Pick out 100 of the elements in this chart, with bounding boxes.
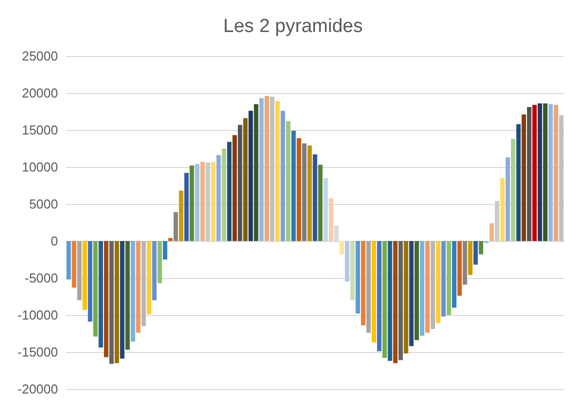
bar (291, 130, 296, 241)
bar (254, 104, 258, 241)
bar (527, 107, 532, 241)
bar (490, 223, 494, 241)
y-tick-label: -10000 (18, 308, 58, 322)
bar (398, 241, 403, 360)
bar (409, 241, 414, 346)
bar (66, 241, 71, 280)
bar (366, 241, 371, 333)
bar (543, 103, 548, 241)
bar (425, 241, 430, 333)
bar (462, 241, 468, 285)
bar (510, 138, 516, 241)
bar (441, 241, 446, 316)
y-tick-label: -5000 (24, 270, 58, 286)
bar (77, 241, 82, 300)
bar (388, 241, 392, 361)
bar (227, 142, 232, 241)
bar (340, 241, 344, 254)
bar (307, 146, 312, 241)
bar (72, 241, 76, 288)
bar (468, 241, 472, 276)
bar (270, 96, 274, 241)
bar (538, 103, 542, 241)
bar (178, 190, 184, 241)
bar (232, 135, 237, 241)
bar (344, 241, 350, 282)
bar (361, 241, 366, 326)
bar (88, 241, 92, 322)
bar (195, 164, 200, 241)
bar (130, 241, 136, 342)
bar (93, 241, 98, 336)
bar (312, 154, 318, 241)
bar (328, 198, 334, 241)
bar (259, 98, 264, 241)
bar (532, 104, 537, 241)
bar (302, 143, 306, 241)
y-tick-label: 20000 (22, 86, 58, 100)
bar (296, 138, 302, 241)
bar (446, 241, 452, 315)
bar (275, 101, 280, 241)
bar (98, 241, 103, 348)
bar (238, 124, 242, 241)
bar (506, 157, 510, 241)
bar (377, 241, 382, 352)
bar (350, 241, 355, 300)
y-tick-label: 10000 (22, 160, 58, 174)
bar (430, 241, 435, 330)
bar (82, 241, 87, 310)
bar (457, 241, 462, 296)
bar (136, 241, 140, 333)
y-tick-label: 15000 (22, 122, 58, 138)
bar (280, 110, 286, 241)
bar (393, 241, 398, 364)
bar (190, 166, 194, 241)
bar (372, 241, 376, 342)
bar (206, 162, 210, 241)
bar (420, 241, 424, 336)
bar (382, 241, 387, 358)
bar (152, 241, 157, 300)
bar (478, 241, 484, 254)
bar (222, 148, 226, 241)
y-tick-label: 0 (50, 234, 58, 248)
bar (516, 124, 521, 241)
bar (184, 172, 189, 241)
y-tick-label: -20000 (18, 382, 58, 396)
bar (473, 241, 478, 265)
bar (436, 241, 440, 324)
bar (174, 212, 178, 241)
bar (211, 162, 216, 241)
bar (200, 162, 205, 241)
bar (146, 241, 152, 314)
bar (500, 178, 505, 241)
bar (243, 118, 248, 241)
bar (452, 241, 456, 308)
bar (120, 241, 124, 359)
bar (286, 121, 290, 241)
bar (559, 115, 564, 241)
y-tick-label: 5000 (29, 196, 58, 212)
bar (318, 164, 323, 241)
bar (104, 241, 108, 358)
bar (494, 201, 500, 241)
bar (404, 241, 408, 354)
bar (324, 178, 328, 241)
bar (554, 104, 558, 241)
bar (248, 110, 253, 241)
bar (158, 241, 162, 284)
bar (216, 155, 221, 241)
y-tick-label: 25000 (22, 48, 58, 64)
bar (109, 241, 114, 364)
bar (162, 241, 168, 260)
bar (141, 241, 146, 326)
y-tick-label: -15000 (18, 344, 58, 360)
bar (356, 241, 360, 314)
bar (414, 241, 419, 340)
bar (522, 114, 526, 241)
bar (548, 104, 553, 241)
bar (114, 241, 120, 364)
bar (125, 241, 130, 350)
bar (168, 238, 173, 241)
